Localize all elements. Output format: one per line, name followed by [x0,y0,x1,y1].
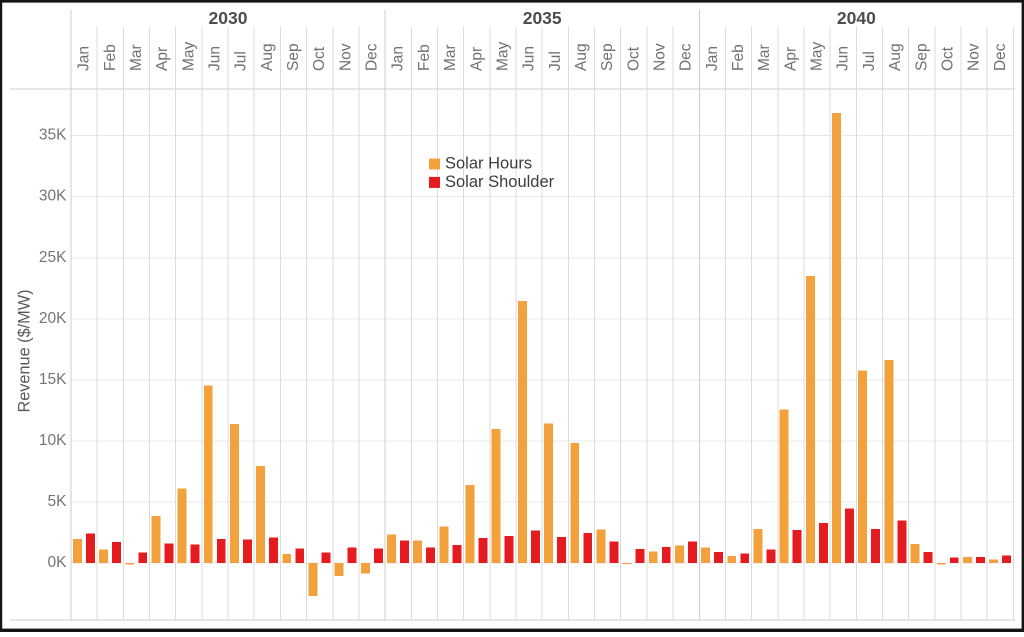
svg-text:Jun: Jun [206,46,223,71]
svg-text:Sep: Sep [285,43,302,71]
svg-text:Dec: Dec [992,43,1009,71]
svg-text:Feb: Feb [102,44,119,71]
svg-text:Mar: Mar [442,44,459,71]
svg-text:Jul: Jul [233,51,250,71]
svg-text:Mar: Mar [128,44,145,71]
svg-text:Aug: Aug [259,43,276,71]
svg-text:35K: 35K [39,127,67,144]
svg-text:Jun: Jun [835,46,852,71]
svg-text:Oct: Oct [311,46,328,71]
svg-text:Feb: Feb [416,44,433,71]
svg-text:May: May [494,41,511,71]
svg-text:Dec: Dec [364,43,381,71]
svg-text:Nov: Nov [337,43,354,71]
svg-text:May: May [180,41,197,71]
svg-text:Jan: Jan [704,46,721,71]
svg-text:Jul: Jul [861,51,878,71]
svg-text:Oct: Oct [939,46,956,71]
svg-text:Nov: Nov [652,43,669,71]
svg-text:Feb: Feb [730,44,747,71]
svg-text:Revenue ($/MW): Revenue ($/MW) [16,289,34,412]
svg-text:15K: 15K [39,371,67,388]
svg-text:0K: 0K [48,554,68,571]
svg-text:25K: 25K [39,249,67,266]
svg-text:30K: 30K [39,188,67,205]
svg-text:Dec: Dec [678,43,695,71]
svg-text:Jan: Jan [76,46,93,71]
svg-text:Apr: Apr [154,47,171,71]
svg-text:Mar: Mar [756,44,773,71]
svg-text:2040: 2040 [837,8,876,28]
svg-text:Solar Hours: Solar Hours [445,155,532,173]
svg-text:2030: 2030 [209,8,248,28]
svg-text:Nov: Nov [966,43,983,71]
svg-text:Jul: Jul [547,51,564,71]
svg-text:Jan: Jan [390,46,407,71]
svg-text:20K: 20K [39,310,67,327]
svg-text:Aug: Aug [887,43,904,71]
svg-text:2035: 2035 [523,8,562,28]
svg-text:10K: 10K [39,432,67,449]
svg-text:Sep: Sep [913,43,930,71]
svg-text:Jun: Jun [521,46,538,71]
svg-text:5K: 5K [48,493,68,510]
svg-text:Oct: Oct [625,46,642,71]
svg-text:Solar Shoulder: Solar Shoulder [445,173,555,191]
svg-text:Sep: Sep [599,43,616,71]
svg-text:Apr: Apr [468,47,485,71]
svg-text:Apr: Apr [782,47,799,71]
svg-text:Aug: Aug [573,43,590,71]
svg-text:May: May [809,41,826,71]
